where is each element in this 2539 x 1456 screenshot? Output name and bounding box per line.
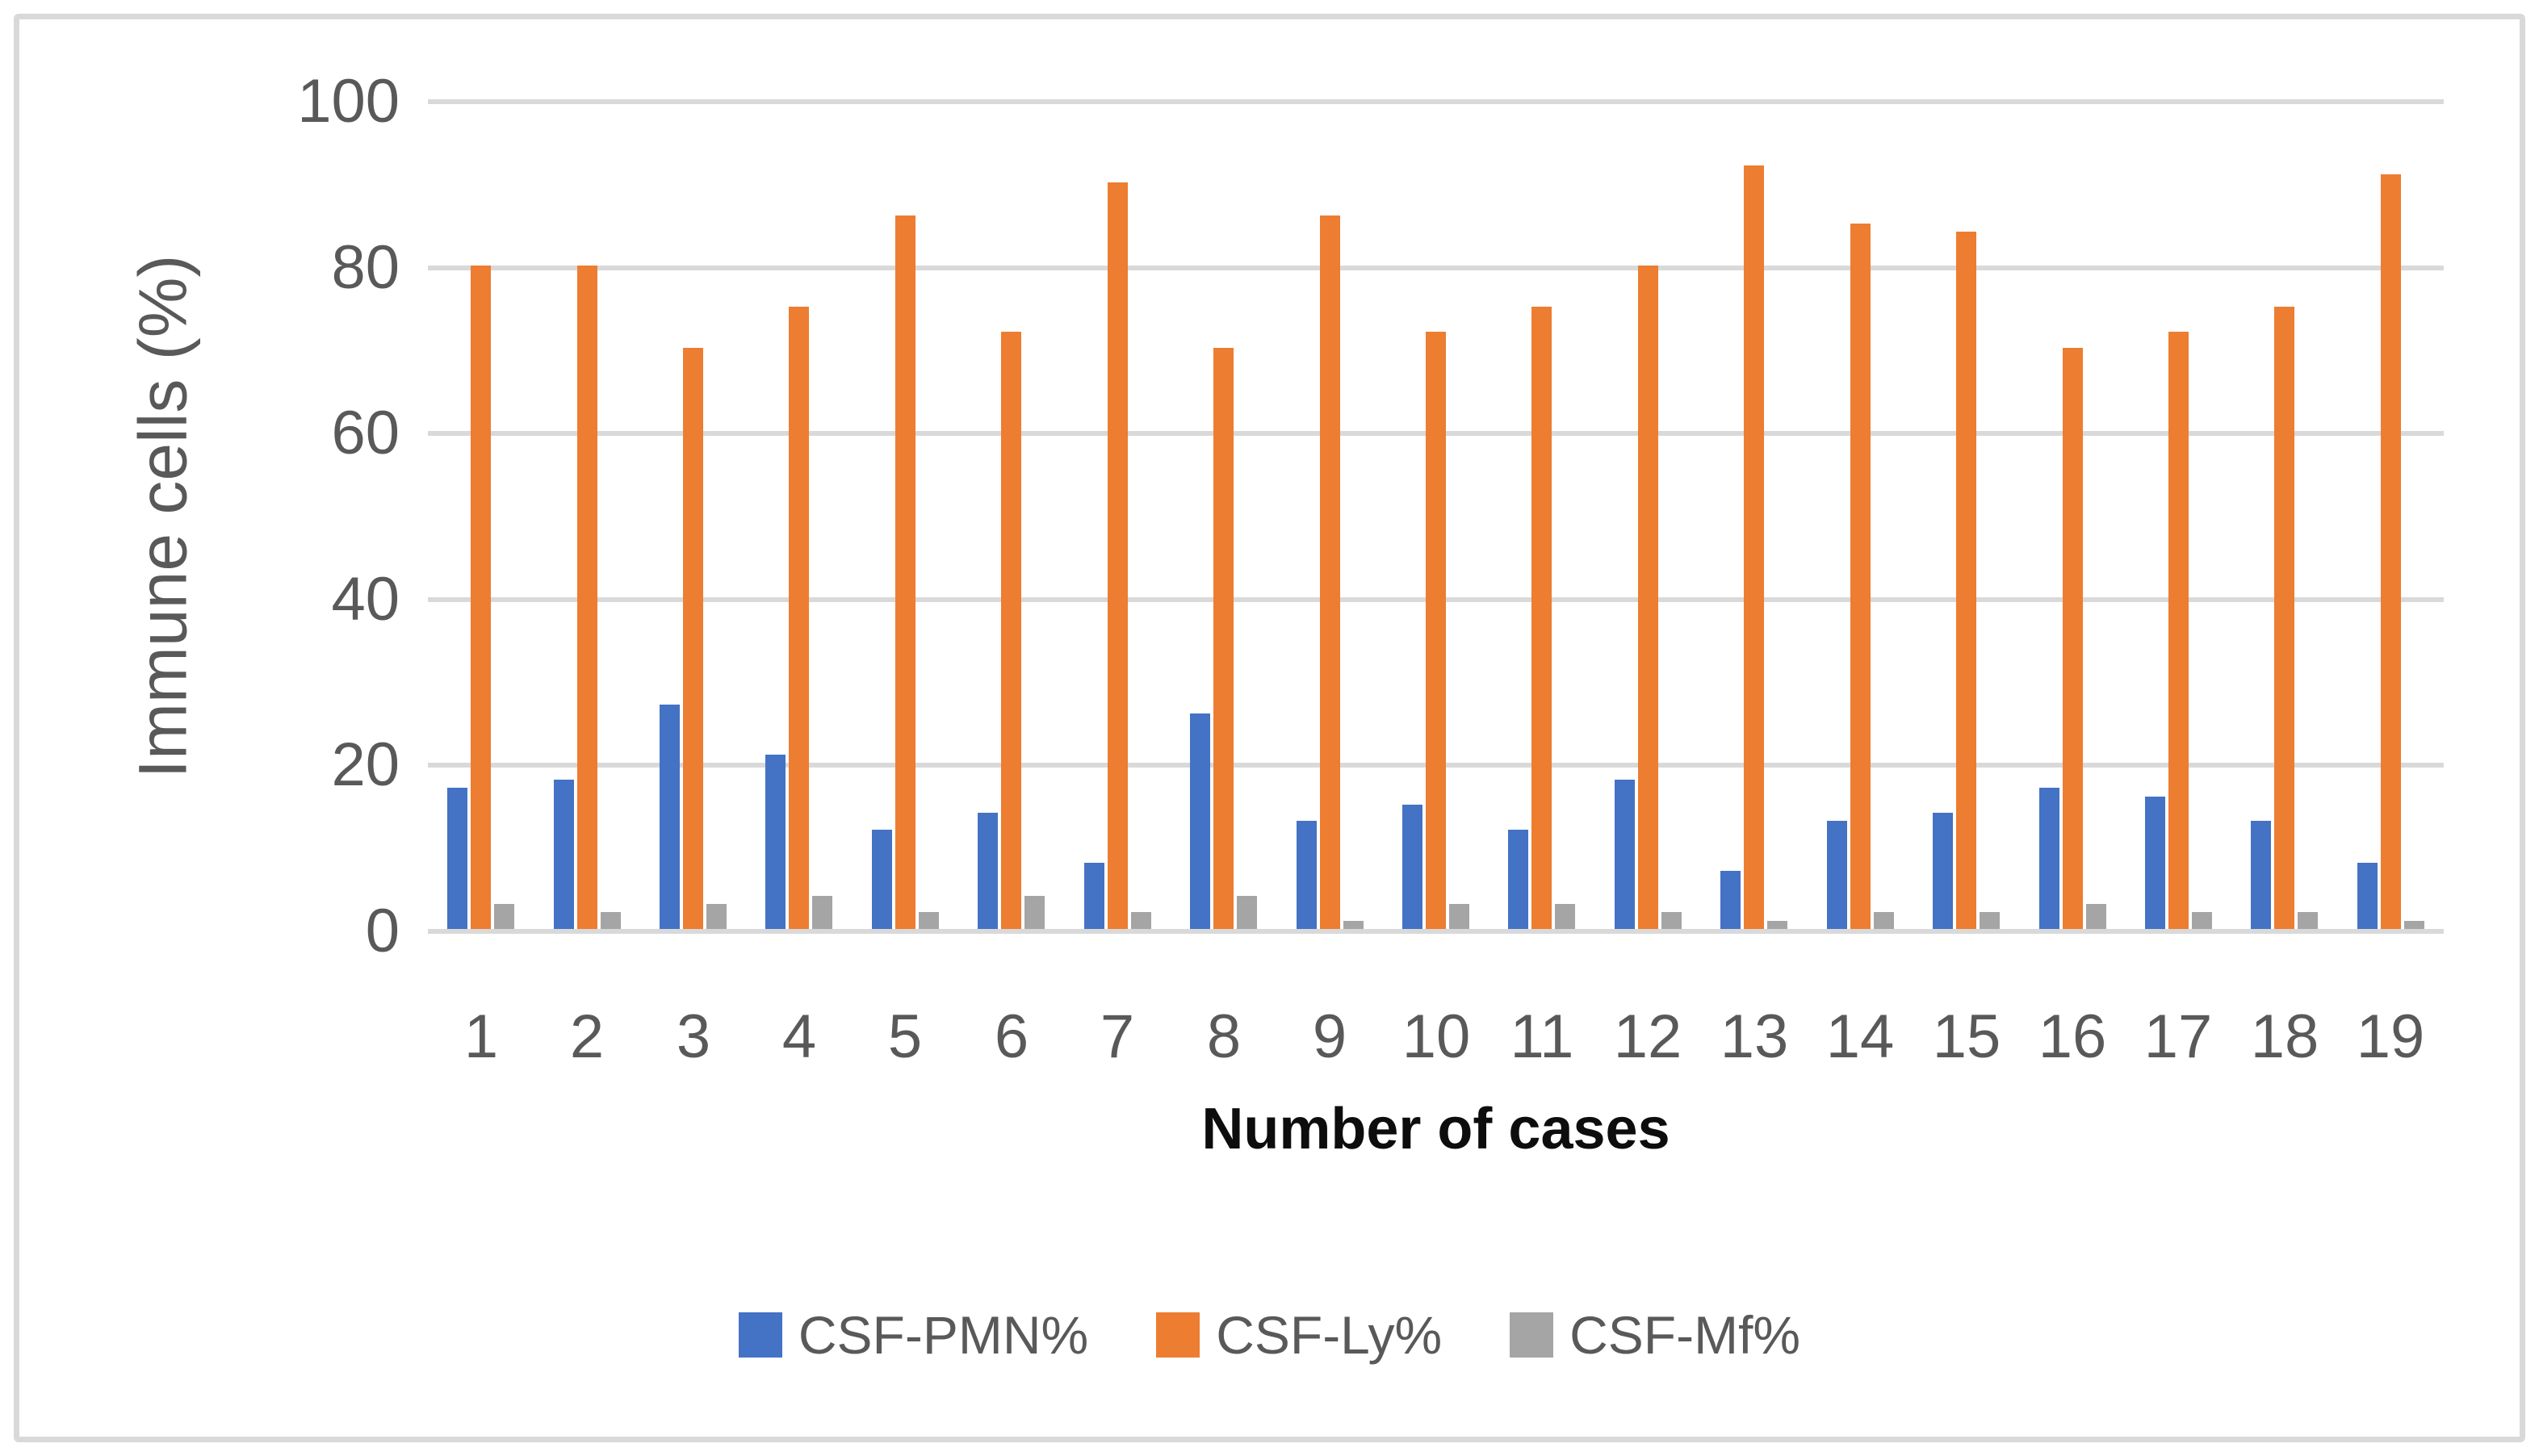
bar-csf-mf--case-16	[2086, 904, 2106, 929]
x-tick-label-6: 6	[994, 1002, 1029, 1071]
x-tick-label-4: 4	[781, 1002, 817, 1071]
legend: CSF-PMN% CSF-Ly% CSF-Mf%	[0, 1304, 2539, 1366]
bar-csf-ly--case-13	[1744, 165, 1764, 929]
bar-csf-ly--case-15	[1956, 232, 1976, 929]
bar-csf-pmn--case-6	[978, 813, 998, 929]
legend-label-csf-ly: CSF-Ly%	[1216, 1305, 1443, 1365]
bar-csf-mf--case-9	[1343, 921, 1364, 929]
bar-csf-pmn--case-11	[1508, 830, 1528, 929]
x-tick-label-8: 8	[1206, 1002, 1242, 1071]
bar-csf-mf--case-11	[1555, 904, 1575, 929]
bar-csf-mf--case-4	[812, 896, 832, 929]
bar-csf-ly--case-2	[577, 266, 597, 929]
gridline-100	[428, 99, 2444, 104]
bar-csf-ly--case-5	[895, 215, 915, 929]
bar-csf-ly--case-3	[683, 348, 703, 929]
bar-csf-mf--case-13	[1767, 921, 1787, 929]
chart-frame	[14, 14, 2525, 1442]
y-tick-label-0: 0	[365, 897, 400, 965]
x-tick-label-16: 16	[2038, 1002, 2107, 1071]
bar-csf-mf--case-5	[919, 912, 939, 929]
bar-csf-ly--case-19	[2381, 174, 2401, 929]
x-tick-label-19: 19	[2356, 1002, 2425, 1071]
bar-csf-pmn--case-1	[447, 788, 467, 929]
y-tick-label-40: 40	[331, 564, 400, 634]
x-tick-label-2: 2	[569, 1002, 605, 1071]
bar-csf-pmn--case-12	[1615, 780, 1635, 929]
bar-csf-mf--case-18	[2298, 912, 2318, 929]
bar-csf-pmn--case-13	[1720, 871, 1741, 929]
bar-csf-mf--case-1	[494, 904, 514, 929]
bar-csf-mf--case-3	[706, 904, 727, 929]
bar-csf-mf--case-8	[1237, 896, 1257, 929]
bar-csf-mf--case-15	[1980, 912, 2000, 929]
y-tick-label-20: 20	[331, 730, 400, 800]
legend-label-csf-pmn: CSF-PMN%	[798, 1305, 1089, 1365]
bar-csf-pmn--case-17	[2145, 797, 2165, 929]
bar-csf-mf--case-17	[2192, 912, 2212, 929]
x-tick-label-1: 1	[463, 1002, 499, 1071]
legend-swatch-csf-ly-icon	[1156, 1312, 1200, 1358]
bar-csf-ly--case-14	[1850, 224, 1871, 929]
x-tick-label-17: 17	[2143, 1002, 2213, 1071]
x-tick-label-12: 12	[1613, 1002, 1682, 1071]
gridline-0	[428, 929, 2444, 934]
x-axis-title: Number of cases	[1201, 1097, 1670, 1161]
bar-csf-pmn--case-19	[2357, 863, 2378, 929]
gridline-80	[428, 265, 2444, 270]
legend-swatch-csf-pmn-icon	[738, 1312, 782, 1358]
bar-csf-mf--case-14	[1874, 912, 1894, 929]
legend-item-csf-mf: CSF-Mf%	[1510, 1304, 1800, 1366]
x-tick-label-10: 10	[1401, 1002, 1471, 1071]
legend-item-csf-pmn: CSF-PMN%	[738, 1304, 1089, 1366]
x-tick-label-5: 5	[887, 1002, 923, 1071]
bar-csf-ly--case-12	[1638, 266, 1658, 929]
y-tick-label-80: 80	[331, 232, 400, 302]
y-axis-title: Immune cells (%)	[124, 254, 201, 779]
legend-label-csf-mf: CSF-Mf%	[1569, 1305, 1801, 1365]
y-tick-label-100: 100	[297, 67, 400, 136]
bar-csf-ly--case-17	[2168, 332, 2189, 929]
x-tick-label-9: 9	[1312, 1002, 1347, 1071]
bar-csf-mf--case-6	[1024, 896, 1045, 929]
bar-csf-mf--case-12	[1661, 912, 1682, 929]
bar-csf-ly--case-10	[1426, 332, 1446, 929]
bar-csf-ly--case-4	[789, 307, 809, 929]
bar-csf-ly--case-18	[2274, 307, 2294, 929]
bar-csf-pmn--case-8	[1190, 713, 1210, 929]
bar-csf-pmn--case-9	[1297, 821, 1317, 929]
bar-csf-ly--case-7	[1108, 182, 1128, 929]
bar-csf-pmn--case-10	[1402, 805, 1422, 929]
bar-csf-pmn--case-15	[1933, 813, 1953, 929]
bar-csf-pmn--case-4	[765, 755, 786, 929]
bar-csf-mf--case-7	[1131, 912, 1151, 929]
bar-csf-pmn--case-7	[1084, 863, 1104, 929]
bar-csf-pmn--case-16	[2039, 788, 2059, 929]
bar-csf-pmn--case-2	[554, 780, 574, 929]
bar-csf-pmn--case-14	[1827, 821, 1847, 929]
x-tick-label-14: 14	[1825, 1002, 1895, 1071]
bar-csf-ly--case-16	[2063, 348, 2083, 929]
x-tick-label-7: 7	[1100, 1002, 1135, 1071]
legend-swatch-csf-mf-icon	[1510, 1312, 1554, 1358]
bar-csf-pmn--case-3	[660, 705, 680, 929]
x-tick-label-3: 3	[676, 1002, 711, 1071]
x-tick-label-11: 11	[1510, 1002, 1574, 1071]
bar-csf-mf--case-2	[601, 912, 621, 929]
y-tick-label-60: 60	[331, 399, 400, 468]
bar-csf-mf--case-10	[1449, 904, 1469, 929]
bar-csf-pmn--case-18	[2251, 821, 2271, 929]
x-tick-label-13: 13	[1720, 1002, 1789, 1071]
legend-item-csf-ly: CSF-Ly%	[1156, 1304, 1442, 1366]
bar-csf-ly--case-6	[1001, 332, 1021, 929]
bar-csf-ly--case-1	[471, 266, 491, 929]
x-tick-label-15: 15	[1932, 1002, 2001, 1071]
x-tick-label-18: 18	[2250, 1002, 2319, 1071]
bar-csf-mf--case-19	[2404, 921, 2424, 929]
bar-csf-ly--case-11	[1531, 307, 1552, 929]
bar-csf-ly--case-9	[1320, 215, 1340, 929]
bar-csf-pmn--case-5	[872, 830, 892, 929]
bar-csf-ly--case-8	[1213, 348, 1234, 929]
